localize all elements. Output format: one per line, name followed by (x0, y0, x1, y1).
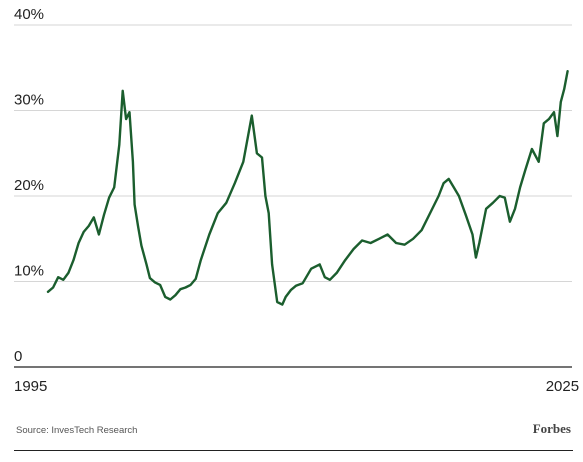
bottom-rule (14, 450, 573, 451)
grid-lines (14, 24, 572, 282)
series-line (46, 70, 569, 306)
y-axis-tick-labels: 0 10% 20% 30% 40% (14, 6, 44, 365)
y-tick-label: 10% (14, 263, 44, 280)
x-tick-label: 2025 (546, 378, 579, 395)
y-tick-label: 0 (14, 348, 22, 365)
y-tick-label: 30% (14, 92, 44, 109)
brand-logo: Forbes (532, 421, 571, 436)
x-axis-tick-labels: 1995 2025 (14, 378, 579, 395)
x-tick-label: 1995 (14, 378, 47, 395)
y-tick-label: 40% (14, 6, 44, 23)
source-note: Source: InvesTech Research (16, 425, 138, 436)
y-tick-label: 20% (14, 177, 44, 194)
